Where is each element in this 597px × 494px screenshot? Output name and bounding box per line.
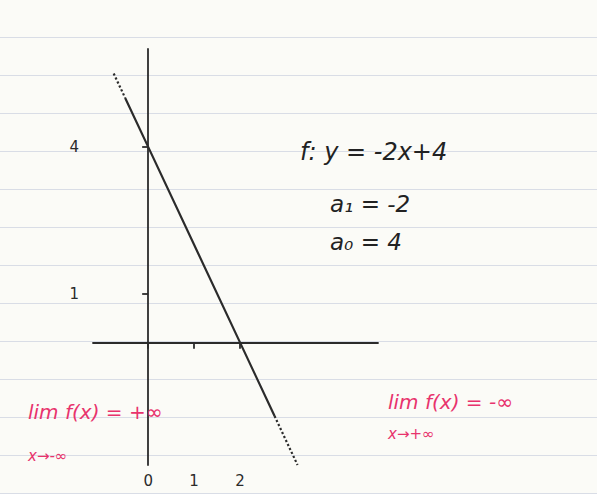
- svg-text:f: y = -2x+4: f: y = -2x+4: [300, 138, 447, 166]
- svg-text:4: 4: [69, 138, 79, 156]
- svg-text:x→+∞: x→+∞: [387, 425, 435, 443]
- svg-text:0: 0: [143, 472, 153, 490]
- svg-text:lim f(x) = -∞: lim f(x) = -∞: [388, 390, 513, 414]
- svg-text:x→-∞: x→-∞: [27, 447, 67, 465]
- svg-text:2: 2: [235, 472, 245, 490]
- svg-text:a₁ = -2: a₁ = -2: [330, 191, 410, 217]
- svg-text:a₀ = 4: a₀ = 4: [330, 229, 402, 255]
- svg-text:lim f(x) = +∞: lim f(x) = +∞: [28, 400, 162, 424]
- svg-text:1: 1: [189, 472, 199, 490]
- svg-text:1: 1: [69, 285, 79, 303]
